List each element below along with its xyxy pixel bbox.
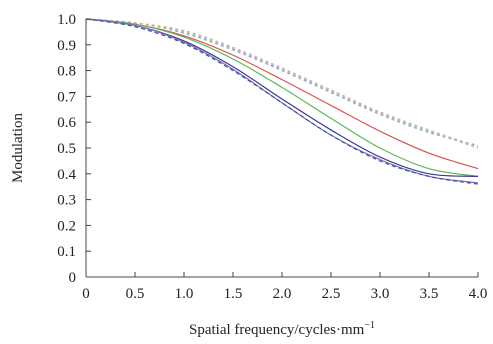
y-tick-label: 0.4 (57, 167, 76, 183)
y-tick-label: 0.9 (57, 38, 76, 54)
mtf-curve-7 (85, 18, 479, 184)
y-tick-label: 0 (69, 270, 77, 286)
x-axis-title: Spatial frequency/cycles·mm−1 (189, 320, 375, 338)
x-tick-label: 1.5 (224, 286, 243, 302)
y-tick-label: 0.1 (57, 244, 76, 260)
x-tick-label: 0 (82, 286, 90, 302)
mtf-curve-5 (85, 18, 479, 177)
series-layer (85, 18, 479, 185)
x-tick-label: 1.0 (175, 286, 194, 302)
x-tick-label: 4.0 (469, 286, 488, 302)
mtf-curve-6 (85, 18, 479, 177)
y-tick-label: 0.6 (57, 115, 76, 131)
mtf-curve-2 (85, 18, 479, 149)
y-tick-label: 0.7 (57, 89, 76, 105)
x-tick-label: 3.0 (371, 286, 390, 302)
mtf-curve-3 (85, 18, 479, 148)
y-tick-label: 0.5 (57, 141, 76, 157)
y-tick-label: 0.8 (57, 64, 76, 80)
x-axis-title-main: Spatial frequency/cycles·mm (189, 322, 365, 338)
y-axis-title: Modulation (10, 113, 26, 183)
y-tick-label: 0.2 (57, 218, 76, 234)
y-tick-label: 0.3 (57, 193, 76, 209)
mtf-curve-8 (85, 18, 479, 185)
mtf-curve-1 (85, 18, 479, 147)
x-tick-label: 0.5 (126, 286, 145, 302)
x-tick-label: 2.0 (273, 286, 292, 302)
y-tick-label: 1.0 (57, 12, 76, 28)
x-tick-label: 3.5 (420, 286, 439, 302)
x-axis-title-sup: −1 (364, 320, 375, 331)
mtf-curve-4 (85, 18, 479, 170)
x-tick-label: 2.5 (322, 286, 341, 302)
ticks-layer: 0 0.5 1.0 1.5 2.0 2.5 3.0 3.5 4.0 0 0.1 0.2 0.3 0.4 0.… (57, 12, 487, 302)
